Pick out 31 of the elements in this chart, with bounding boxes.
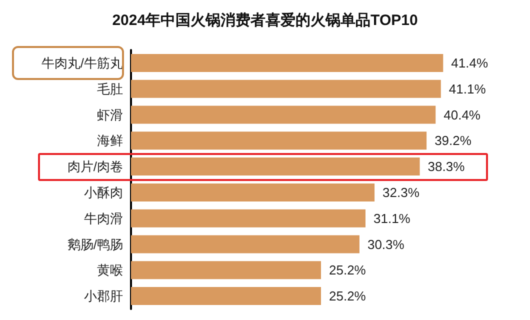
data-label: 40.4%	[444, 107, 481, 122]
data-label: 39.2%	[434, 133, 472, 148]
chart-title: 2024年中国火锅消费者喜爱的火锅单品TOP10	[112, 12, 418, 29]
data-label: 25.2%	[329, 262, 366, 278]
bar	[131, 287, 322, 306]
data-label: 32.3%	[382, 184, 420, 200]
data-label: 41.1%	[448, 81, 486, 96]
y-tick-label: 鹅肠/鸭肠	[67, 236, 123, 252]
bar	[131, 158, 420, 176]
bar	[131, 54, 444, 72]
data-label: 30.3%	[367, 236, 405, 252]
y-tick-label: 毛肚	[97, 81, 123, 96]
data-label: 38.3%	[428, 159, 466, 174]
bar	[131, 132, 427, 150]
bar	[131, 261, 322, 280]
y-tick-label: 肉片/肉卷	[67, 159, 123, 174]
y-tick-label: 小酥肉	[84, 184, 123, 200]
y-tick-label: 牛肉丸/牛筋丸	[41, 55, 123, 70]
y-tick-label: 牛肉滑	[84, 210, 123, 226]
bar	[131, 209, 366, 228]
bar	[131, 106, 436, 124]
data-label: 31.1%	[373, 210, 411, 226]
y-tick-label: 虾滑	[97, 107, 123, 122]
y-tick-label: 黄喉	[97, 262, 123, 278]
data-label: 41.4%	[451, 55, 488, 70]
bar	[131, 80, 441, 98]
data-label: 25.2%	[329, 288, 366, 304]
y-tick-label: 小郡肝	[84, 288, 123, 304]
bar	[131, 183, 375, 202]
y-tick-label: 海鲜	[97, 133, 123, 148]
bar	[131, 235, 360, 254]
